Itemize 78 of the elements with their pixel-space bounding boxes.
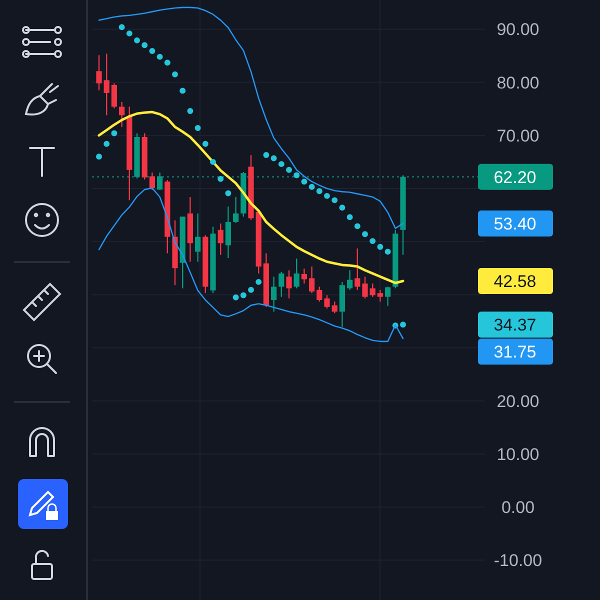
point — [225, 190, 232, 196]
candlestick — [316, 286, 322, 302]
candlestick — [271, 276, 277, 312]
candlestick — [377, 289, 383, 302]
point — [256, 278, 262, 285]
point — [194, 124, 201, 131]
point — [339, 204, 346, 211]
point — [316, 188, 322, 194]
point — [248, 286, 254, 293]
text: 53.40 — [494, 214, 536, 234]
candlestick — [149, 172, 155, 191]
point — [301, 178, 308, 185]
candlestick — [119, 101, 125, 128]
point — [286, 166, 292, 173]
point — [362, 231, 368, 238]
point — [218, 176, 224, 182]
y-tick-label: 70.00 — [496, 126, 540, 146]
candlestick — [324, 294, 330, 310]
point — [354, 223, 360, 230]
candlestick — [362, 276, 368, 300]
candlestick — [370, 282, 376, 298]
candlestick — [385, 286, 391, 306]
point — [308, 184, 315, 190]
point — [240, 292, 246, 298]
candlestick — [347, 270, 353, 291]
candlestick — [96, 54, 102, 91]
y-tick-label: 80.00 — [496, 73, 540, 92]
y-tick-label: 10.00 — [496, 444, 540, 464]
candlestick — [278, 271, 284, 298]
point — [96, 154, 102, 160]
y-tick-label: 0.00 — [501, 498, 535, 518]
candlestick — [301, 268, 307, 284]
line-series — [98, 6, 404, 229]
point — [172, 71, 178, 78]
point — [104, 140, 110, 147]
point — [270, 155, 277, 162]
point — [149, 48, 156, 54]
point — [210, 158, 216, 165]
ref-line-label: 62.20 — [494, 168, 536, 187]
candlestick — [195, 212, 201, 262]
y-tick-label: 90.00 — [496, 20, 540, 40]
candlestick — [218, 222, 224, 256]
y-tick-label: -10.00 — [494, 551, 542, 570]
point — [384, 248, 391, 255]
point — [324, 192, 330, 199]
point — [332, 197, 338, 204]
candlestick — [104, 53, 110, 116]
candlestick — [332, 300, 338, 314]
point — [142, 42, 148, 48]
candlestick — [111, 82, 117, 109]
point — [202, 140, 208, 147]
point — [126, 30, 132, 36]
point — [370, 238, 376, 244]
point — [187, 108, 194, 114]
point — [134, 37, 140, 44]
point — [111, 130, 118, 136]
candlestick — [286, 270, 292, 300]
candlestick — [309, 266, 315, 294]
y-tick-label: 20.00 — [496, 392, 540, 411]
point — [156, 54, 163, 60]
text: 31.75 — [494, 342, 536, 362]
point — [377, 244, 384, 250]
point — [180, 88, 186, 94]
point — [118, 24, 125, 30]
point — [232, 294, 239, 300]
point — [164, 60, 170, 66]
point — [294, 172, 300, 178]
point — [278, 161, 284, 168]
candlestick — [354, 248, 360, 291]
candlestick — [225, 206, 231, 259]
candlestick — [294, 258, 300, 289]
text: 34.37 — [494, 316, 536, 335]
point — [346, 214, 353, 220]
point — [263, 152, 270, 158]
line-series — [98, 110, 404, 284]
text: 42.58 — [494, 272, 536, 291]
point — [400, 322, 406, 328]
candlestick — [233, 196, 239, 224]
